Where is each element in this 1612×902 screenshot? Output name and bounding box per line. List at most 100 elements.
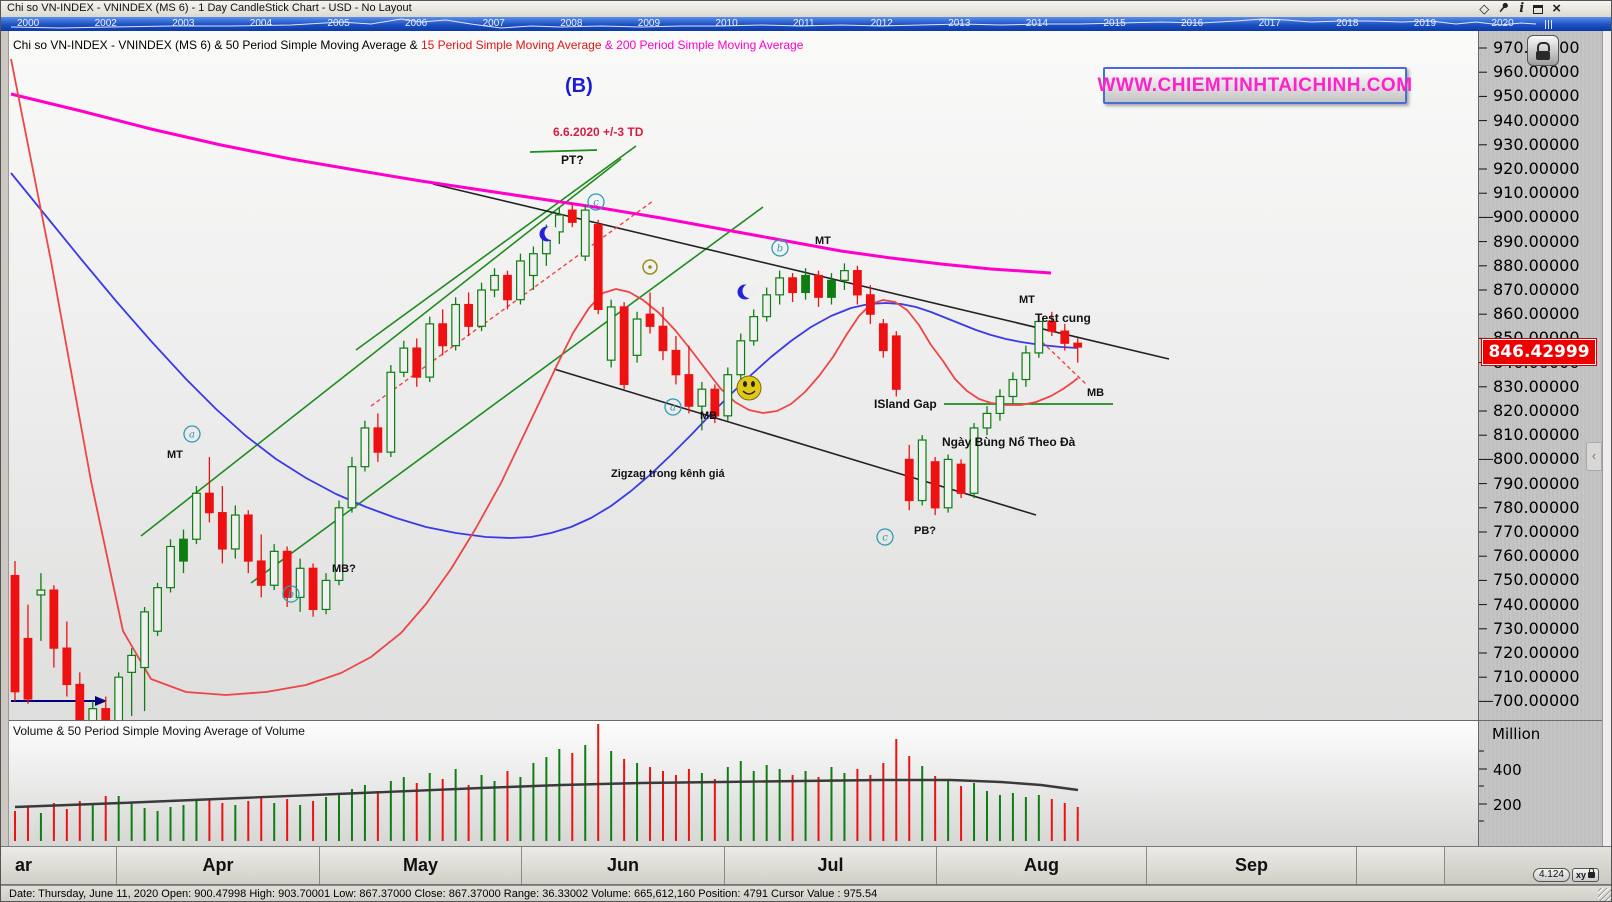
chart-annotation: MT <box>815 235 831 247</box>
last-price-badge: 846.42999 <box>1481 338 1597 366</box>
diamond-icon[interactable]: ◇ <box>1479 1 1490 16</box>
time-axis: ar Apr May Jun Jul Aug Sep <box>1 846 1444 885</box>
window-title: Chi so VN-INDEX - VNINDEX (MS 6) - 1 Day… <box>7 2 412 14</box>
price-axis[interactable]: 970.00000960.00000950.00000940.00000930.… <box>1478 31 1603 720</box>
header-sma15: 15 Period Simple Moving Average <box>420 38 605 52</box>
month-label: Sep <box>1146 847 1356 884</box>
year-label[interactable]: 2017 <box>1258 18 1281 29</box>
price-tick-label: 920.00000 <box>1493 159 1580 178</box>
year-label[interactable]: 2008 <box>560 18 583 29</box>
year-label[interactable]: 2013 <box>948 18 971 29</box>
window-left-frame <box>1 31 9 846</box>
price-tick-label: 890.00000 <box>1493 231 1580 251</box>
chart-annotation: MB <box>1087 387 1105 399</box>
header-sma200: & 200 Period Simple Moving Average <box>604 38 804 52</box>
status-bar: Date: Thursday, June 11, 2020 Open: 900.… <box>1 885 1611 901</box>
price-tick-label: 810.00000 <box>1493 425 1580 445</box>
price-tick-label: 710.00000 <box>1493 667 1580 687</box>
price-tick-label: 720.00000 <box>1493 643 1580 662</box>
window-controls: ◇ i × <box>1479 1 1561 17</box>
price-tick-label: 880.00000 <box>1493 255 1580 275</box>
volume-tick-label: 400 <box>1493 761 1522 779</box>
price-tick-label: 940.00000 <box>1493 110 1580 130</box>
close-icon[interactable]: × <box>1552 0 1561 17</box>
chart-annotation: Test cung <box>1035 311 1091 325</box>
xy-lock-badge[interactable]: xy <box>1571 868 1599 882</box>
price-tick-label: 820.00000 <box>1493 401 1580 420</box>
price-chart-pane[interactable] <box>9 31 1478 720</box>
year-label[interactable]: 2006 <box>405 18 428 29</box>
status-text: Date: Thursday, June 11, 2020 Open: 900.… <box>9 888 878 900</box>
month-label: Aug <box>936 847 1146 884</box>
price-tick-label: 760.00000 <box>1493 546 1580 566</box>
header-main: Chi so VN-INDEX - VNINDEX (MS 6) & 50 Pe… <box>13 38 421 52</box>
price-tick-label: 770.00000 <box>1493 522 1580 541</box>
year-label[interactable]: 2009 <box>637 18 661 29</box>
restore-icon[interactable] <box>1533 4 1544 14</box>
chart-annotation: PT? <box>561 153 584 167</box>
price-tick-label: 870.00000 <box>1493 280 1580 299</box>
year-label[interactable]: 2002 <box>94 18 117 29</box>
chart-annotation: MT <box>1019 294 1035 306</box>
month-label: Jul <box>724 847 936 884</box>
price-tick-label: 900.00000 <box>1493 207 1580 227</box>
year-label[interactable]: 2015 <box>1103 18 1126 29</box>
chart-annotation: 6.6.2020 +/-3 TD <box>553 125 644 139</box>
year-label[interactable]: 2020 <box>1491 18 1514 29</box>
xy-lock-icon <box>1588 868 1595 878</box>
volume-chart-pane[interactable] <box>9 720 1478 847</box>
price-tick-label: 960.00000 <box>1493 62 1580 82</box>
year-label[interactable]: 2010 <box>715 18 738 29</box>
year-label[interactable]: 2000 <box>17 18 40 29</box>
year-slider-grip[interactable] <box>1539 19 1557 29</box>
price-tick-label: 780.00000 <box>1493 497 1580 517</box>
resize-grip[interactable] <box>1598 888 1611 901</box>
scale-value-badge[interactable]: 4.124 <box>1532 868 1570 882</box>
watermark-banner: WWW.CHIEMTINHTAICHINH.COM <box>1097 67 1412 104</box>
month-label: Apr <box>116 847 319 884</box>
month-label <box>1356 847 1444 884</box>
watermark-text: WWW.CHIEMTINHTAICHINH.COM <box>1097 74 1413 96</box>
year-label[interactable]: 2014 <box>1025 18 1049 29</box>
volume-tick-label: 200 <box>1493 796 1522 814</box>
year-label[interactable]: 2018 <box>1336 18 1359 29</box>
price-tick-label: 800.00000 <box>1493 449 1580 469</box>
price-tick-label: 750.00000 <box>1493 570 1580 590</box>
chart-annotation: PB? <box>914 525 936 537</box>
year-label[interactable]: 2003 <box>172 18 195 29</box>
year-label[interactable]: 2007 <box>482 18 505 29</box>
year-label[interactable]: 2011 <box>793 18 815 29</box>
axis-lock-button[interactable] <box>1527 35 1559 66</box>
volume-header: Volume & 50 Period Simple Moving Average… <box>13 724 305 738</box>
year-label[interactable]: 2012 <box>870 18 893 29</box>
pin-icon[interactable] <box>1498 1 1510 17</box>
info-icon[interactable]: i <box>1519 1 1525 16</box>
title-bar: Chi so VN-INDEX - VNINDEX (MS 6) - 1 Day… <box>1 1 1611 18</box>
month-label: Jun <box>521 847 724 884</box>
price-tick-label: 830.00000 <box>1493 376 1580 396</box>
year-label[interactable]: 2016 <box>1181 18 1204 29</box>
year-label[interactable]: 2004 <box>249 18 273 29</box>
price-tick-label: 860.00000 <box>1493 304 1580 324</box>
right-edge-strip <box>1602 31 1611 846</box>
price-tick-label: 910.00000 <box>1493 183 1580 203</box>
month-label: May <box>319 847 521 884</box>
chart-annotation: MT <box>167 449 183 461</box>
price-tick-label: 950.00000 <box>1493 86 1580 106</box>
axis-scroll-chevron[interactable]: ‹ <box>1586 442 1602 471</box>
year-label[interactable]: 2019 <box>1413 18 1437 29</box>
lock-icon <box>1536 41 1550 51</box>
chart-annotation: MB <box>700 410 718 422</box>
axis-corner: 4.124 xy <box>1444 846 1611 885</box>
chart-annotation: ISland Gap <box>874 397 937 411</box>
year-scrollbar[interactable]: 2000 2002 2003 2004 2005 2006 2007 2008 2009 2010… <box>1 17 1611 32</box>
price-tick-label: 790.00000 <box>1493 473 1580 493</box>
volume-axis[interactable]: Million 400 200 <box>1478 720 1603 847</box>
chart-annotation: Ngày Bùng Nổ Theo Đà <box>942 435 1076 449</box>
month-label: ar <box>15 855 33 875</box>
volume-unit-label: Million <box>1492 725 1541 743</box>
chart-header: Chi so VN-INDEX - VNINDEX (MS 6) & 50 Pe… <box>13 38 803 52</box>
year-label[interactable]: 2005 <box>327 18 350 29</box>
chart-annotation: Zigzag trong kênh giá <box>611 468 725 480</box>
